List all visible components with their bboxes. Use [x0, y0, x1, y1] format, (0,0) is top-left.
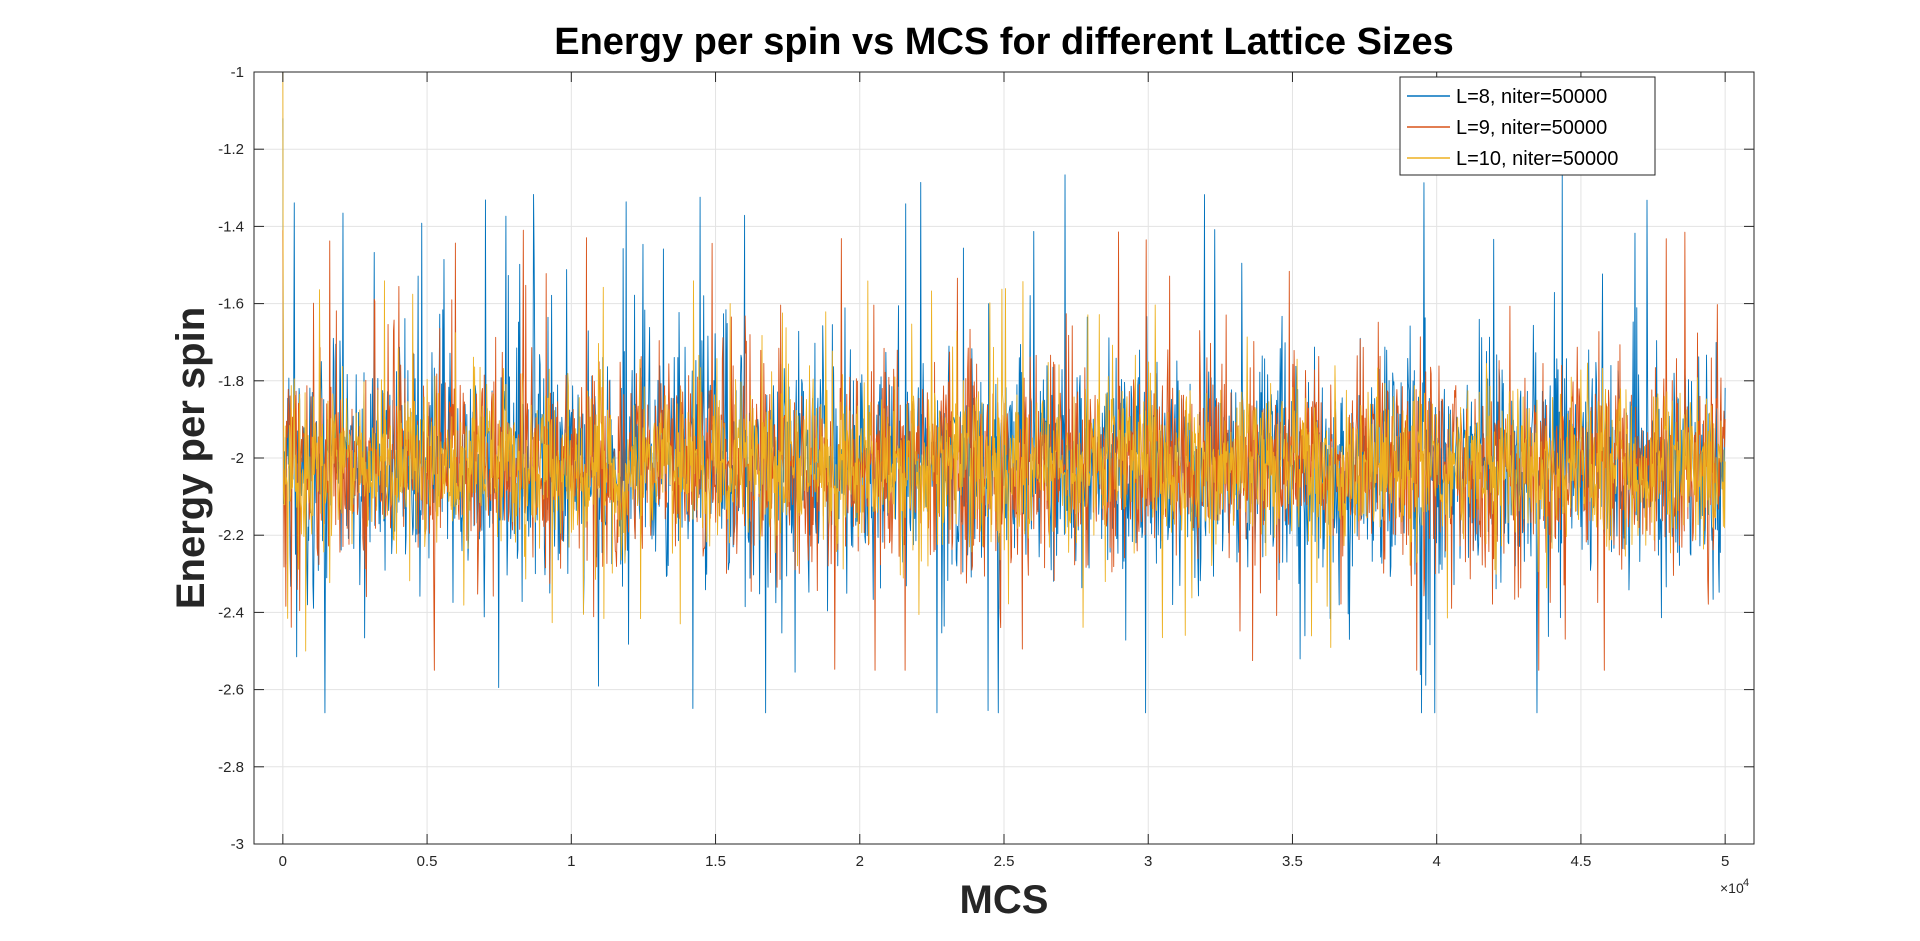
x-axis-label: MCS: [960, 878, 1049, 922]
x-tick-label: 0: [279, 853, 287, 870]
series-line-2: [282, 229, 1726, 671]
y-tick-label: -2.6: [218, 682, 244, 699]
x-tick-label: 1.5: [705, 853, 726, 870]
y-axis-label: Energy per spin: [169, 307, 213, 609]
x-tick-label: 0.5: [417, 853, 438, 870]
x-tick-label: 3: [1144, 853, 1152, 870]
x-tick-label: 5: [1721, 853, 1729, 870]
x-tick-label: 2.5: [994, 853, 1015, 870]
x-axis-exponent: ×10 4: [1720, 877, 1749, 896]
legend-label-3: L=10, niter=50000: [1456, 148, 1618, 170]
y-tick-label: -2: [231, 450, 244, 467]
y-tick-label: -1: [231, 64, 244, 81]
y-tick-label: -3: [231, 836, 244, 853]
series-group: [282, 72, 1726, 714]
legend-label-1: L=8, niter=50000: [1456, 86, 1607, 108]
y-tick-label: -1.2: [218, 141, 244, 158]
x-exponent-power: 4: [1743, 877, 1749, 889]
x-tick-label: 2: [856, 853, 864, 870]
x-tick-label: 4: [1433, 853, 1441, 870]
x-exponent-base: ×10: [1720, 880, 1744, 896]
series-line-3: [282, 72, 1726, 652]
legend-label-2: L=9, niter=50000: [1456, 117, 1607, 139]
chart-title: Energy per spin vs MCS for different Lat…: [554, 21, 1454, 63]
y-tick-label: -1.6: [218, 296, 244, 313]
y-tick-label: -2.8: [218, 759, 244, 776]
axis-ticks: 0 0.5 1 1.5 2 2.5 3 3.5 4 4.5 5 -3 -2.8 -2.6 -2.4 -2.2 -…: [218, 64, 1754, 870]
y-tick-label: -2.2: [218, 527, 244, 544]
y-tick-label: -1.4: [218, 218, 244, 235]
x-tick-label: 3.5: [1282, 853, 1303, 870]
x-tick-label: 4.5: [1570, 853, 1591, 870]
x-tick-label: 1: [567, 853, 575, 870]
y-tick-label: -2.4: [218, 604, 244, 621]
series-line-1: [282, 118, 1726, 714]
y-tick-label: -1.8: [218, 373, 244, 390]
legend: L=8, niter=50000 L=9, niter=50000 L=10, ni…: [1399, 76, 1656, 176]
